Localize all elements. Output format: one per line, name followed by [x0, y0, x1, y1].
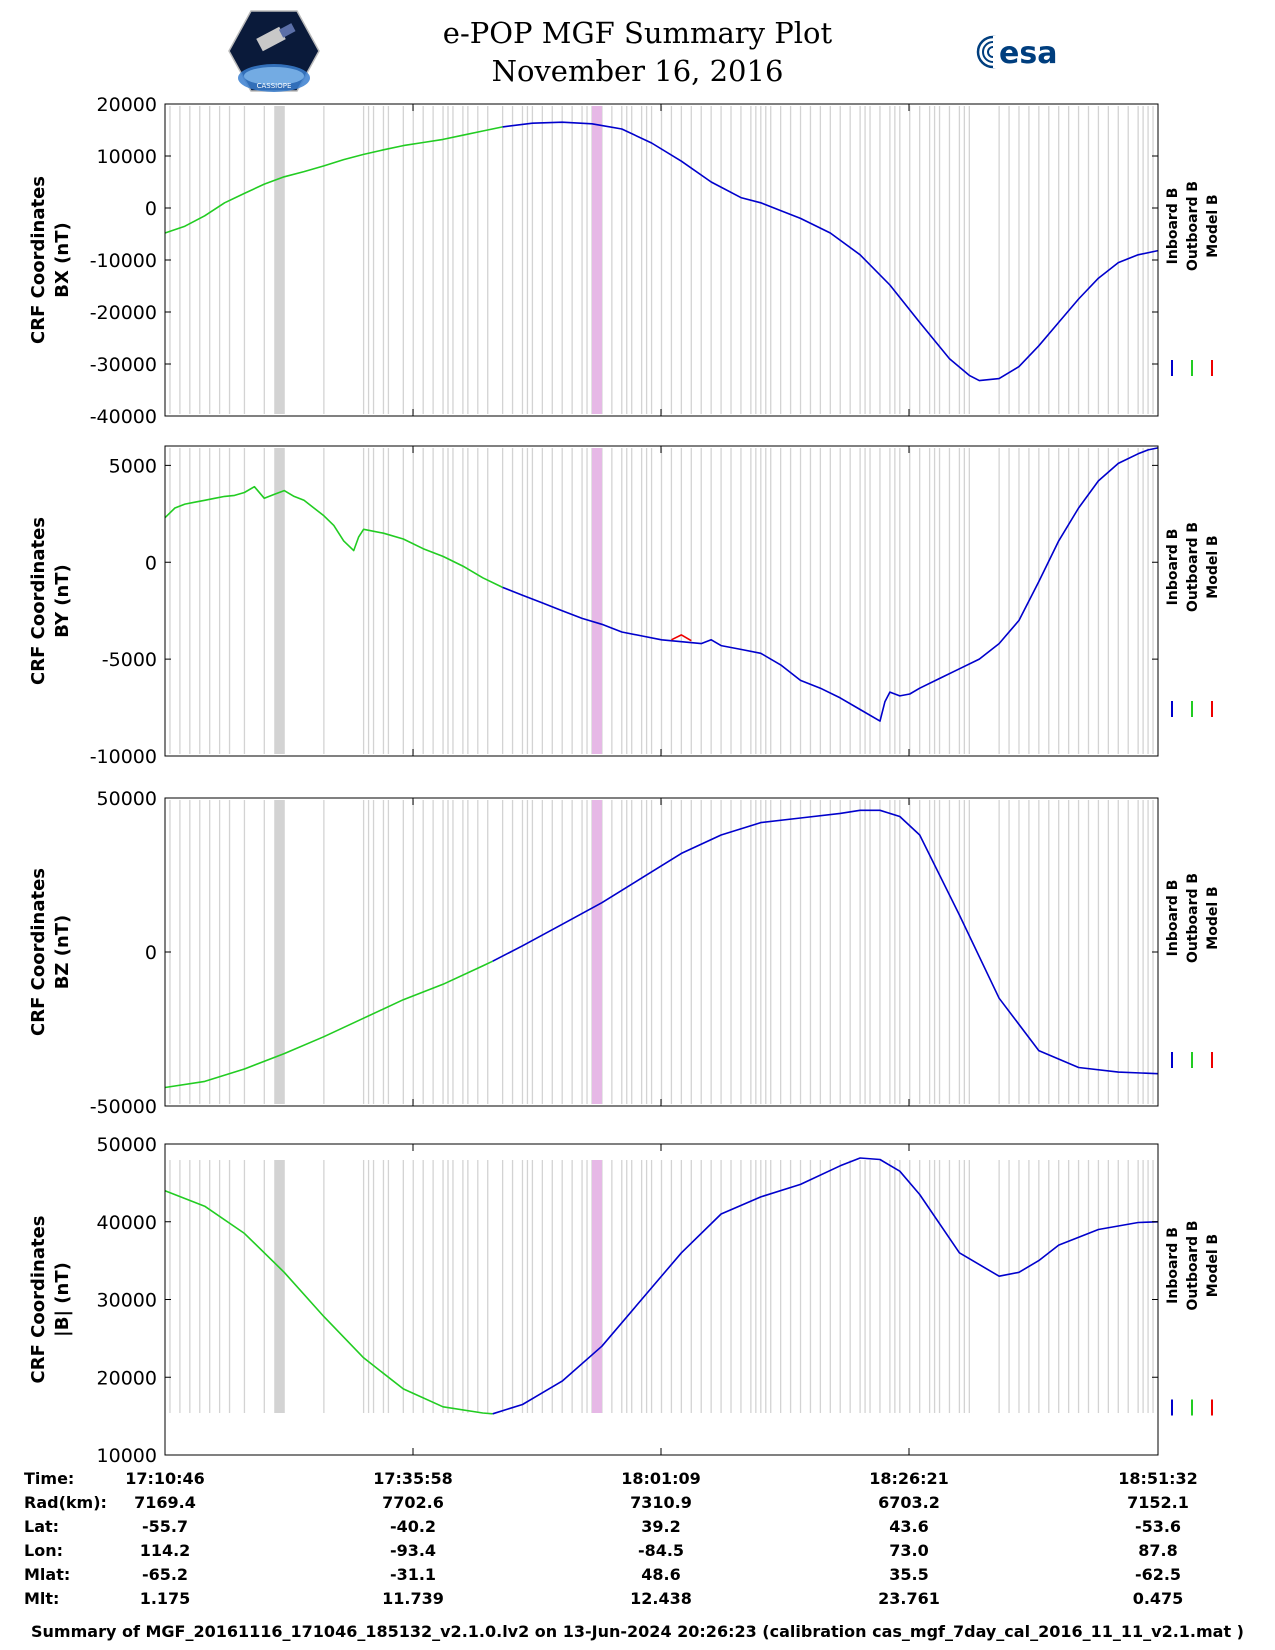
series-outboard-b	[164, 485, 503, 589]
y-axis-label: BX (nT)	[52, 222, 73, 297]
legend-label: Outboard B	[1185, 873, 1201, 963]
highlight-band	[591, 1160, 602, 1413]
cassiope-logo: CASSIOPE	[228, 10, 320, 96]
y-tick-label: 40000	[97, 1212, 157, 1234]
y-tick-label: 5000	[109, 455, 157, 477]
y-tick-label: 20000	[97, 94, 157, 116]
y-tick-label: 0	[145, 552, 157, 574]
gap-band	[274, 448, 285, 754]
y-tick-label: 0	[145, 942, 157, 964]
y-axis-label: |B| (nT)	[52, 1262, 73, 1337]
y-tick-label: -50000	[90, 1096, 157, 1118]
esa-logo: esa	[975, 34, 1085, 74]
panel-3: -50000 0 50000 CRF Coordinates BZ (nT) Inboar…	[28, 788, 1221, 1118]
legend-label: Inboard B	[1165, 1227, 1181, 1304]
y-tick-label: -10000	[90, 250, 157, 272]
series-model-b	[671, 634, 692, 642]
legend-label: Inboard B	[1165, 529, 1181, 606]
y-tick-label: 10000	[97, 1445, 157, 1467]
y-tick-label: 20000	[97, 1367, 157, 1389]
series-outboard-b	[164, 960, 494, 1089]
series-inboard-b	[502, 447, 1159, 722]
legend-label: Inboard B	[1165, 188, 1181, 265]
panel-2: -10000 -5000 0 5000 CRF Coordinates BY (nT) In…	[28, 445, 1221, 768]
y-tick-label: 50000	[97, 1134, 157, 1156]
y-tick-label: -5000	[102, 649, 157, 671]
y-tick-label: -10000	[90, 746, 157, 768]
legend-label: Model B	[1205, 1234, 1221, 1297]
series-inboard-b	[492, 1157, 1159, 1415]
highlight-band	[591, 106, 602, 414]
y-axis-label: CRF Coordinates	[28, 868, 49, 1036]
y-tick-label: 50000	[97, 788, 157, 810]
y-tick-label: -20000	[90, 302, 157, 324]
y-axis-label: CRF Coordinates	[28, 517, 49, 685]
series-inboard-b	[492, 809, 1159, 1075]
legend-label: Model B	[1205, 535, 1221, 598]
esa-logo-text: esa	[999, 36, 1057, 70]
footer-summary: Summary of MGF_20161116_171046_185132_v2…	[31, 1622, 1244, 1641]
panel-4: 10000 20000 30000 40000 50000 CRF Coordinates…	[28, 1134, 1221, 1467]
panel-1: -40000 -30000 -20000 -10000 0 10000 20000 CRF C…	[28, 94, 1221, 428]
y-axis-label: BZ (nT)	[52, 915, 73, 990]
y-axis-label: BY (nT)	[52, 564, 73, 638]
gap-band	[274, 106, 285, 414]
y-axis-label: CRF Coordinates	[28, 176, 49, 344]
legend-label: Outboard B	[1185, 181, 1201, 271]
y-tick-label: 0	[145, 198, 157, 220]
legend-label: Model B	[1205, 886, 1221, 949]
gap-band	[274, 1160, 285, 1413]
legend-label: Inboard B	[1165, 880, 1181, 957]
highlight-band	[591, 800, 602, 1104]
page-date: November 16, 2016	[491, 54, 784, 88]
series-outboard-b	[164, 126, 503, 234]
y-tick-label: 10000	[97, 146, 157, 168]
y-axis-label: CRF Coordinates	[28, 1216, 49, 1384]
legend-label: Outboard B	[1185, 522, 1201, 612]
cassiope-logo-text: CASSIOPE	[257, 82, 292, 90]
legend-label: Model B	[1205, 194, 1221, 257]
gap-band	[274, 800, 285, 1104]
legend-label: Outboard B	[1185, 1220, 1201, 1310]
page-title: e-POP MGF Summary Plot	[442, 16, 833, 50]
y-tick-label: 30000	[97, 1290, 157, 1312]
highlight-band	[591, 448, 602, 754]
y-tick-label: -40000	[90, 406, 157, 428]
y-tick-label: -30000	[90, 354, 157, 376]
series-outboard-b	[164, 1189, 493, 1415]
series-inboard-b	[502, 121, 1159, 382]
